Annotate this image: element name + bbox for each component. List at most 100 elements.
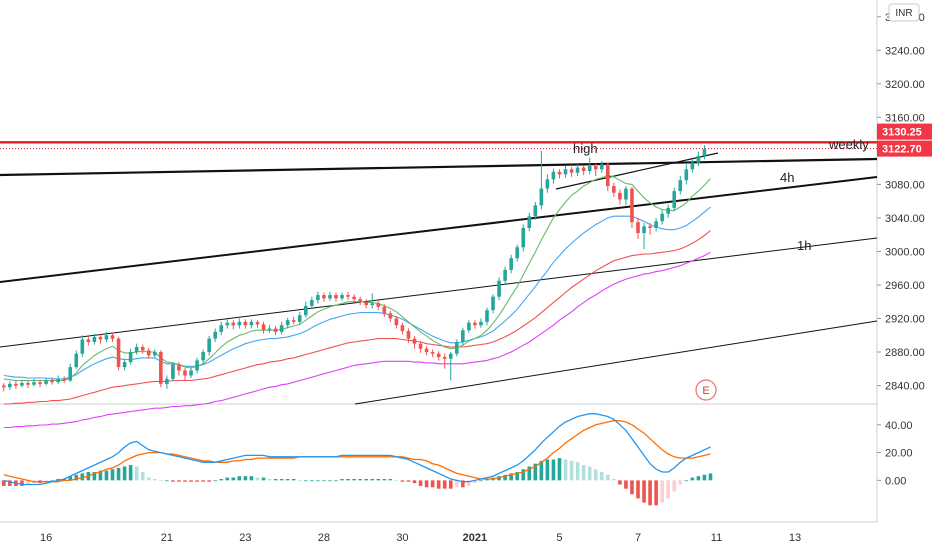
- candle-body: [684, 169, 689, 181]
- price-tick-label: 3200.00: [885, 79, 925, 91]
- candle: [648, 222, 652, 235]
- macd-histogram-bar: [358, 478, 362, 481]
- candle-body: [334, 295, 338, 299]
- candle-body: [98, 336, 103, 340]
- price-tick-label: 3000.00: [885, 246, 925, 258]
- ema-mid-line: [3, 206, 711, 380]
- price-tick-label: 2920.00: [885, 314, 925, 326]
- candle-body: [159, 352, 163, 384]
- candle: [201, 349, 205, 364]
- macd-histogram-bar: [406, 480, 411, 482]
- currency-text: INR: [895, 8, 912, 19]
- candle: [436, 351, 441, 361]
- price-tags: 3130.25 3122.70: [877, 123, 932, 157]
- macd-histogram-bar: [237, 476, 242, 481]
- macd-histogram-bar: [521, 469, 526, 481]
- candle: [279, 321, 284, 335]
- candle: [545, 174, 550, 193]
- candle: [575, 164, 580, 177]
- macd-histogram-bar: [140, 472, 145, 481]
- candle-body: [545, 179, 550, 189]
- macd-histogram-bar: [165, 480, 169, 482]
- candle-body: [557, 171, 562, 175]
- candle-body: [358, 299, 362, 302]
- candle: [116, 336, 121, 371]
- currency-label[interactable]: INR: [888, 3, 920, 22]
- trendline-1h-upper[interactable]: [0, 237, 878, 348]
- macd-histogram-bar: [473, 480, 477, 484]
- candle-body: [467, 322, 471, 331]
- candle-body: [1, 385, 6, 388]
- candle-body: [62, 378, 66, 381]
- candle-body: [128, 352, 133, 363]
- macd-pane[interactable]: [0, 404, 877, 522]
- macd-histogram-bar: [388, 478, 393, 481]
- candle-body: [364, 301, 368, 306]
- candle-body: [503, 269, 507, 281]
- candle: [406, 328, 411, 343]
- time-axis[interactable]: 16 21 23 28 30 2021 5 7 11 13: [40, 532, 801, 544]
- price-pane[interactable]: [0, 0, 877, 404]
- trendline-high[interactable]: [555, 152, 719, 190]
- candle-body: [666, 207, 670, 214]
- candle: [20, 379, 24, 388]
- macd-histogram-bar: [412, 480, 417, 484]
- time-tick-label: 7: [635, 532, 641, 544]
- macd-histogram-bar: [690, 477, 695, 481]
- annotation-1h[interactable]: 1h: [797, 238, 811, 253]
- macd-histogram-bar: [20, 480, 24, 486]
- candle: [346, 291, 350, 301]
- candle-body: [563, 169, 568, 175]
- macd-histogram-bar: [624, 480, 628, 489]
- candle-body: [74, 353, 79, 368]
- price-tag-resistance[interactable]: 3130.25: [877, 123, 932, 140]
- candle-body: [310, 300, 314, 306]
- macd-histogram-bar: [68, 476, 73, 481]
- candle-body: [86, 339, 91, 342]
- trendline-1h-lower[interactable]: [354, 320, 878, 405]
- candle: [364, 299, 368, 309]
- candle-body: [448, 353, 453, 359]
- price-axis[interactable]: 3280.003240.003200.003160.003120.003080.…: [877, 12, 925, 393]
- candle: [153, 349, 157, 358]
- candle-body: [455, 341, 459, 354]
- price-tag-last[interactable]: 3122.70: [877, 140, 932, 157]
- ema-slowest-line: [3, 251, 711, 429]
- candle-body: [696, 155, 701, 163]
- candle: [581, 165, 586, 176]
- macd-histogram-bar: [310, 480, 314, 482]
- annotation-high[interactable]: high: [573, 141, 598, 156]
- macd-histogram-bar: [563, 459, 568, 481]
- macd-histogram-bar: [213, 480, 217, 482]
- candle: [358, 296, 362, 306]
- candle-body: [183, 370, 187, 376]
- price-tag-last-label: 3122.70: [882, 144, 922, 156]
- macd-histogram-bar: [400, 480, 405, 482]
- candle: [606, 162, 610, 192]
- macd-histogram-bar: [74, 474, 79, 481]
- macd-histogram-bar: [128, 465, 133, 481]
- trendline-4h[interactable]: [0, 176, 878, 283]
- macd-histogram-bar: [648, 480, 652, 506]
- trendline-weekly[interactable]: [0, 157, 878, 177]
- price-tag-last-bg: [877, 140, 932, 157]
- candle-body: [225, 322, 230, 326]
- macd-histogram-bar: [509, 473, 513, 481]
- trendlines: [0, 152, 878, 405]
- earnings-badge[interactable]: E: [695, 379, 717, 401]
- macd-histogram-bar: [134, 466, 139, 481]
- candle: [509, 254, 513, 274]
- candle-body: [569, 169, 574, 173]
- candle: [388, 310, 393, 322]
- annotation-weekly[interactable]: weekly: [828, 137, 869, 152]
- candle: [497, 277, 501, 301]
- macd-histogram-bar: [442, 480, 447, 489]
- macd-axis[interactable]: 40.00 20.00 0.00: [877, 420, 913, 488]
- candle: [593, 163, 598, 177]
- candle: [684, 164, 689, 185]
- candle-body: [672, 191, 677, 208]
- candle: [80, 335, 85, 358]
- ema-slow-line: [3, 230, 711, 405]
- annotation-4h[interactable]: 4h: [780, 170, 794, 185]
